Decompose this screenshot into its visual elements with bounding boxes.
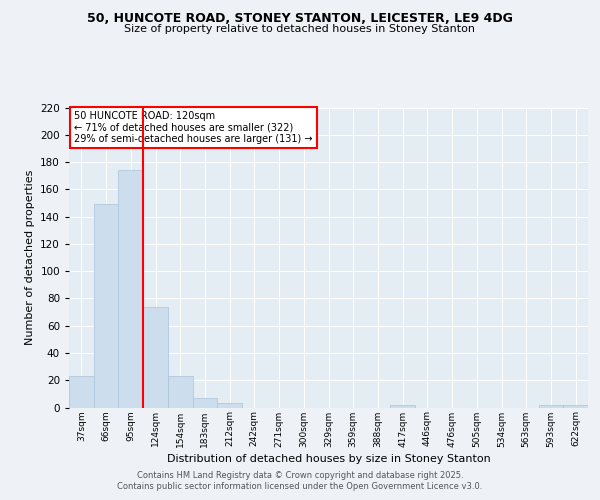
Bar: [217, 404, 242, 407]
Bar: [69, 376, 94, 408]
Bar: [563, 405, 588, 407]
X-axis label: Distribution of detached houses by size in Stoney Stanton: Distribution of detached houses by size …: [167, 454, 490, 464]
Bar: [539, 405, 563, 407]
Bar: [168, 376, 193, 408]
Bar: [143, 306, 168, 408]
Y-axis label: Number of detached properties: Number of detached properties: [25, 170, 35, 345]
Text: Contains HM Land Registry data © Crown copyright and database right 2025.: Contains HM Land Registry data © Crown c…: [137, 471, 463, 480]
Text: 50 HUNCOTE ROAD: 120sqm
← 71% of detached houses are smaller (322)
29% of semi-d: 50 HUNCOTE ROAD: 120sqm ← 71% of detache…: [74, 110, 313, 144]
Bar: [390, 405, 415, 407]
Bar: [94, 204, 118, 408]
Text: Contains public sector information licensed under the Open Government Licence v3: Contains public sector information licen…: [118, 482, 482, 491]
Text: Size of property relative to detached houses in Stoney Stanton: Size of property relative to detached ho…: [125, 24, 476, 34]
Bar: [193, 398, 217, 407]
Text: 50, HUNCOTE ROAD, STONEY STANTON, LEICESTER, LE9 4DG: 50, HUNCOTE ROAD, STONEY STANTON, LEICES…: [87, 12, 513, 26]
Bar: [118, 170, 143, 408]
